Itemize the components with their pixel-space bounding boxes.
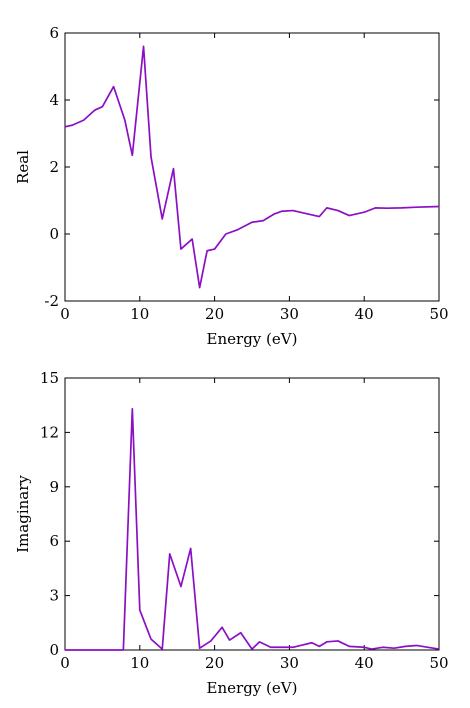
imaginary-ytick-label: 15 [40,369,59,387]
real-ytick-label: 2 [49,158,59,176]
imaginary-xtick-label: 0 [60,654,70,672]
real-xtick-label: 40 [355,305,374,323]
real-y-axis-label: Real [14,150,32,184]
imaginary-series-line [65,407,440,651]
imaginary-ytick-label: 0 [49,641,59,659]
imaginary-ytick-label: 6 [49,532,59,550]
real-ytick-label: 0 [49,225,59,243]
imaginary-ytick-label: 12 [40,423,59,441]
imaginary-xtick-label: 50 [429,654,448,672]
imaginary-axes-frame [64,377,440,651]
imaginary-y-axis-label: Imaginary [14,475,32,553]
real-ytick-label: -2 [44,292,59,310]
imaginary-ytick-label: 3 [49,587,59,605]
imaginary-xtick-label: 40 [355,654,374,672]
real-xtick-label: 50 [429,305,448,323]
real-series-line [64,45,440,289]
real-xtick-label: 20 [205,305,224,323]
real-xtick-label: 0 [60,305,70,323]
imaginary-ytick-label: 9 [49,478,59,496]
imaginary-chart: 0 10 20 30 40 50 0 3 6 9 12 15 Energy (eV) Imaginary [14,369,449,697]
imaginary-xtick-label: 10 [130,654,149,672]
real-axes-frame [64,32,440,302]
real-xtick-label: 10 [130,305,149,323]
real-ytick-label: 4 [49,91,59,109]
real-x-axis-label: Energy (eV) [207,330,298,348]
imaginary-x-axis-label: Energy (eV) [207,679,298,697]
real-xtick-label: 30 [280,305,299,323]
imaginary-xtick-label: 20 [205,654,224,672]
real-ytick-label: 6 [49,24,59,42]
imaginary-xtick-label: 30 [280,654,299,672]
